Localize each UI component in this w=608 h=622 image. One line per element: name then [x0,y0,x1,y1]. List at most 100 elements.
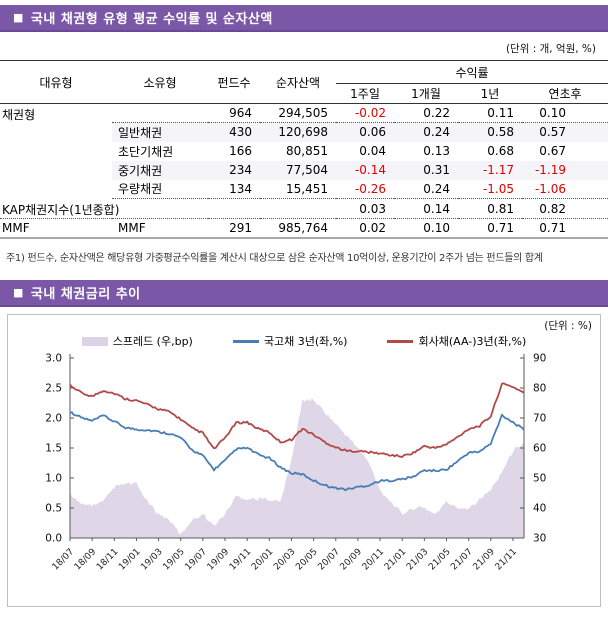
cell-nav: 77,504 [260,160,336,180]
cell-ytd: 0.67 [539,144,566,158]
cell-nav: 15,451 [260,179,336,199]
x-axis-tick-label: 21/07 [449,547,474,572]
treasury-line-swatch-icon [232,339,259,343]
cell-nav: 294,505 [260,103,336,123]
x-axis-tick-label: 19/07 [184,547,209,572]
cell-1month: 0.24 [394,122,458,142]
x-axis-tick-label: 18/07 [51,547,76,572]
x-axis-tick-label: 20/01 [250,547,275,572]
col-header-type: 대유형 [0,60,112,104]
left-axis-tick-label: 2.5 [45,382,62,394]
treasury-line [69,410,525,491]
cell-funds: 430 [208,122,260,142]
cell-type: KAP채권지수(1년종합) [0,198,208,219]
x-axis-tick-label: 21/09 [471,546,497,572]
cell-nav: 985,764 [260,218,336,239]
cell-1week: 0.06 [336,122,394,142]
col-header-subtype: 소유형 [112,60,208,104]
chart-unit-note: (단위 : %) [544,319,592,332]
cell-subtype: 일반채권 [112,122,208,142]
fund-yield-table: 대유형 소유형 펀드수 순자산액 수익률 1주일 1개월 1년 연초후 채권형 … [0,60,608,239]
x-axis-tick-label: 19/11 [228,547,253,572]
section2-title: 국내 채권금리 추이 [30,286,141,302]
x-axis-tick-label: 20/11 [361,547,386,572]
x-axis-tick-label: 21/11 [494,547,519,572]
x-axis-tick-label: 20/05 [294,547,319,572]
right-axis-tick-label: 70 [533,412,546,424]
cell-1year: 0.68 [487,144,514,158]
left-axis-tick-label: 0.0 [45,532,62,544]
x-axis-tick-label: 20/09 [339,546,365,572]
x-axis-tick-label: 19/09 [206,546,232,572]
spread-swatch-icon [81,336,108,346]
cell-nav [260,198,336,219]
cell-funds: 234 [208,160,260,180]
chart-legend: 스프레드 (우,bp) 국고채 3년(좌,%) 회사채(AA-)3년(좌,%) [8,333,600,350]
cell-1year: 0.11 [458,103,522,123]
corporate-line-swatch-icon [387,339,414,343]
col-header-1year: 1년 [458,83,522,104]
right-axis-tick-label: 90 [533,352,546,364]
right-axis-tick-label: 50 [533,472,546,484]
cell-ytd: 0.57 [522,122,608,142]
square-bullet-icon: ■ [13,11,24,24]
cell-1month: 0.10 [394,218,458,239]
cell-1week: 0.04 [359,144,386,158]
col-header-yield-group: 수익률 [336,60,608,84]
x-axis-tick-label: 19/01 [117,547,142,572]
x-axis-tick-label: 20/07 [316,547,341,572]
cell-subtype: 중기채권 [112,160,208,180]
spread-area [70,397,524,538]
cell-1year: 0.81 [458,198,522,219]
cell-nav: 120,698 [260,122,336,142]
col-header-funds: 펀드수 [208,60,260,104]
x-axis-tick-label: 19/03 [139,547,164,572]
table-row: 일반채권 430 120,698 0.06 0.24 0.58 0.57 [0,122,608,142]
legend-item-treasury: 국고채 3년(좌,%) [232,333,347,349]
legend-item-corporate: 회사채(AA-)3년(좌,%) [387,333,526,349]
col-header-nav: 순자산액 [260,60,336,104]
cell-type: 채권형 [2,108,36,122]
x-axis-tick-label: 18/11 [95,547,120,572]
x-axis-tick-label: 21/01 [383,547,408,572]
cell-funds: 166 [229,144,252,158]
table-row: 중기채권 234 77,504 -0.14 0.31 -1.17 -1.19 [0,160,608,180]
cell-1month: 0.24 [394,179,458,199]
cell-1month: 0.31 [394,160,458,180]
legend-item-spread: 스프레드 (우,bp) [81,333,193,349]
cell-nav: 80,851 [286,144,328,158]
table-row: MMF MMF 291 985,764 0.02 0.10 0.71 0.71 [0,218,608,239]
left-axis-tick-label: 1.0 [45,472,62,484]
right-axis-tick-label: 80 [533,382,546,394]
x-axis-tick-label: 21/03 [405,547,430,572]
chart-plot-area: 0.0 0.5 1.0 1.5 2.0 2.5 3.0 30 40 50 60 70 80 90 18/07… [45,352,546,572]
cell-ytd: 0.71 [522,218,608,239]
cell-1year: -1.17 [458,160,522,180]
col-header-ytd: 연초후 [522,83,608,104]
x-axis-tick-label: 18/09 [73,546,99,572]
cell-1week: -0.02 [336,103,394,123]
table-footnote: 주1) 펀드수, 순자산액은 해당유형 가중평균수익률을 계산시 대상으로 삼은… [6,252,543,264]
cell-1week: -0.26 [336,179,394,199]
corporate-line [69,381,525,458]
cell-ytd: 0.10 [522,103,608,123]
table-unit-note: (단위 : 개, 억원, %) [505,43,596,55]
cell-ytd: -1.19 [522,160,608,180]
cell-funds [208,198,260,219]
cell-1month: 0.14 [394,198,458,219]
square-bullet-icon: ■ [13,285,24,299]
left-axis-tick-label: 2.0 [45,412,62,424]
col-header-1week: 1주일 [336,83,394,104]
cell-funds: 291 [208,218,260,239]
cell-1year: 0.58 [458,122,522,142]
left-axis-tick-label: 3.0 [45,352,62,364]
table-row: 채권형 964 294,505 -0.02 0.22 0.11 0.10 [0,103,608,123]
right-axis-tick-label: 40 [533,502,546,514]
section1-title-bar: ■ 국내 채권형 유형 평균 수익률 및 순자산액 [0,5,608,32]
cell-1month: 0.13 [423,144,450,158]
cell-funds: 134 [208,179,260,199]
table-row: KAP채권지수(1년종합) 0.03 0.14 0.81 0.82 [0,198,608,219]
x-axis-tick-label: 21/05 [427,547,452,572]
left-axis-tick-label: 0.5 [45,502,62,514]
cell-1year: 0.71 [458,218,522,239]
